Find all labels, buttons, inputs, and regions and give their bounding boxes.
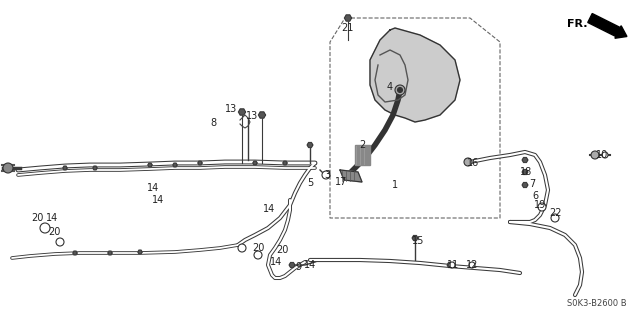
Polygon shape: [198, 161, 202, 165]
Polygon shape: [370, 28, 460, 122]
Text: 20: 20: [31, 213, 43, 223]
Polygon shape: [522, 170, 528, 174]
Text: 19: 19: [534, 200, 546, 210]
Polygon shape: [93, 166, 97, 170]
Circle shape: [449, 262, 455, 268]
Text: 22: 22: [550, 208, 563, 218]
Circle shape: [591, 151, 599, 159]
Text: 20: 20: [252, 243, 264, 253]
Text: 12: 12: [466, 260, 478, 270]
Text: 16: 16: [467, 158, 479, 168]
Text: 7: 7: [529, 179, 535, 189]
Text: 1: 1: [392, 180, 398, 190]
Polygon shape: [173, 163, 177, 167]
Text: 21: 21: [341, 23, 353, 33]
Polygon shape: [239, 109, 246, 115]
Polygon shape: [289, 263, 295, 267]
Text: 11: 11: [447, 260, 459, 270]
Circle shape: [56, 238, 64, 246]
Text: 15: 15: [412, 236, 424, 246]
Text: 14: 14: [304, 260, 316, 270]
Polygon shape: [253, 161, 257, 165]
Text: 2: 2: [359, 140, 365, 150]
Text: 14: 14: [147, 183, 159, 193]
Text: 14: 14: [270, 257, 282, 267]
Text: 5: 5: [307, 178, 313, 188]
Text: 8: 8: [210, 118, 216, 128]
Text: FR.: FR.: [566, 19, 587, 29]
Polygon shape: [63, 166, 67, 170]
Text: 17: 17: [335, 177, 347, 187]
Text: 4: 4: [387, 82, 393, 92]
Polygon shape: [522, 158, 528, 162]
Text: 14: 14: [46, 213, 58, 223]
Text: 13: 13: [225, 104, 237, 114]
Text: 18: 18: [520, 167, 532, 177]
Circle shape: [397, 87, 403, 93]
Circle shape: [238, 244, 246, 252]
Polygon shape: [283, 161, 287, 165]
Text: 20: 20: [276, 245, 288, 255]
Text: 6: 6: [532, 191, 538, 201]
Circle shape: [602, 152, 608, 158]
Polygon shape: [522, 182, 528, 188]
Polygon shape: [259, 112, 266, 118]
Polygon shape: [73, 251, 77, 255]
Polygon shape: [148, 163, 152, 167]
Text: 9: 9: [295, 262, 301, 272]
Polygon shape: [355, 145, 370, 165]
Circle shape: [538, 203, 546, 211]
Text: S0K3-B2600 B: S0K3-B2600 B: [568, 299, 627, 308]
Circle shape: [322, 171, 330, 179]
Circle shape: [551, 214, 559, 222]
Text: 14: 14: [263, 204, 275, 214]
Polygon shape: [138, 250, 142, 254]
Text: 14: 14: [152, 195, 164, 205]
Polygon shape: [108, 251, 112, 255]
Circle shape: [254, 251, 262, 259]
Circle shape: [469, 262, 475, 268]
Text: 10: 10: [596, 150, 608, 160]
Polygon shape: [447, 263, 453, 267]
Polygon shape: [344, 15, 351, 21]
Polygon shape: [412, 235, 418, 241]
Text: 3: 3: [324, 170, 330, 180]
Text: 13: 13: [246, 111, 258, 121]
Circle shape: [40, 223, 50, 233]
Text: 20: 20: [48, 227, 60, 237]
Circle shape: [464, 158, 472, 166]
FancyArrow shape: [588, 13, 627, 38]
Circle shape: [395, 85, 405, 95]
Polygon shape: [340, 170, 362, 182]
Circle shape: [3, 163, 13, 173]
Polygon shape: [307, 143, 313, 147]
